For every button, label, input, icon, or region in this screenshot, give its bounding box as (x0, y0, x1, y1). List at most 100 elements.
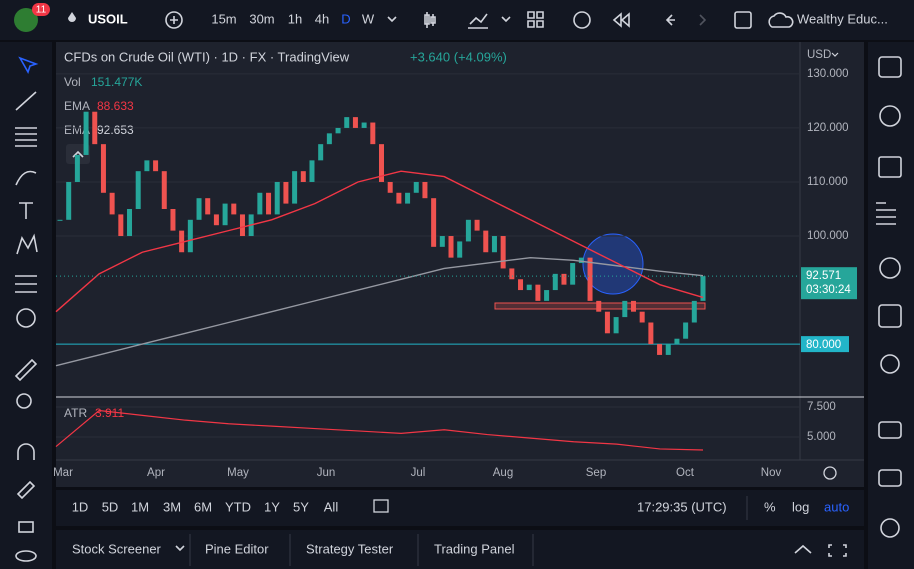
range-button[interactable]: 1Y (264, 499, 280, 514)
range-bar (56, 490, 864, 526)
bottom-tab[interactable]: Pine Editor (205, 541, 269, 556)
legend-title: CFDs on Crude Oil (WTI) · 1D · FX · Trad… (64, 49, 350, 64)
range-button[interactable]: 5Y (293, 499, 309, 514)
scale-log[interactable]: log (792, 499, 809, 514)
calendar[interactable] (878, 304, 902, 328)
y-tick-label: 120.000 (807, 122, 849, 134)
alerts[interactable] (879, 105, 901, 127)
measure-tool[interactable] (14, 358, 38, 382)
ideas[interactable] (880, 354, 900, 374)
candle (92, 111, 98, 145)
add-symbol[interactable] (165, 11, 183, 29)
range-button[interactable]: 1M (131, 499, 149, 514)
candle (674, 338, 680, 345)
chevron[interactable] (175, 545, 185, 552)
candle (604, 311, 610, 334)
fullscreen[interactable] (734, 11, 752, 29)
candle (439, 236, 445, 247)
icon-tool[interactable] (16, 308, 36, 328)
visibility-tool[interactable] (15, 550, 37, 562)
stay-drawing[interactable] (16, 480, 36, 500)
date-range-icon[interactable] (373, 499, 389, 513)
candle (213, 214, 219, 226)
candle (266, 192, 272, 215)
scale-percent[interactable]: % (764, 499, 776, 514)
interval[interactable]: 4h (315, 11, 329, 26)
range-button[interactable]: 3M (163, 499, 181, 514)
atr-value: 3.911 (95, 406, 124, 420)
interval[interactable]: 30m (249, 11, 274, 26)
interval[interactable]: 1h (288, 11, 302, 26)
candle (109, 192, 115, 215)
lock-tool[interactable] (18, 521, 34, 533)
chevron[interactable] (501, 16, 511, 23)
chart-type[interactable] (424, 12, 436, 28)
alerts-badge: 11 (36, 5, 47, 16)
magnet-tool[interactable] (17, 443, 35, 460)
streams[interactable] (878, 469, 902, 487)
left-toolbar (0, 42, 52, 569)
alert[interactable] (573, 11, 591, 29)
help[interactable] (880, 518, 900, 538)
range-button[interactable]: YTD (225, 499, 251, 514)
redo (699, 14, 707, 26)
settings[interactable] (823, 466, 837, 480)
pattern-tool[interactable] (16, 233, 38, 255)
range-button[interactable]: 5D (102, 499, 119, 514)
clock: 17:29:35 (UTC) (637, 499, 727, 514)
x-tick-label: Aug (493, 467, 513, 479)
candle (622, 300, 628, 318)
interval[interactable]: W (362, 11, 375, 26)
atr-tick-label: 5.000 (807, 431, 836, 443)
range-button[interactable]: All (324, 499, 339, 514)
atr-tick-label: 7.500 (807, 401, 836, 413)
candle (483, 230, 489, 253)
hotlist[interactable] (879, 257, 901, 279)
range-button[interactable]: 6M (194, 499, 212, 514)
indicators[interactable] (468, 13, 488, 29)
candle (657, 344, 663, 355)
logo[interactable] (14, 8, 38, 32)
interval[interactable]: 15m (211, 11, 236, 26)
candle (431, 198, 437, 247)
account[interactable]: Wealthy Educ... (797, 11, 888, 26)
x-tick-label: Nov (761, 467, 782, 479)
bottom-tab[interactable]: Trading Panel (434, 541, 515, 556)
collapse-panel[interactable] (794, 544, 812, 554)
replay[interactable] (612, 12, 630, 28)
candle (405, 192, 411, 204)
text-tool[interactable] (19, 202, 33, 219)
bottom-panel (56, 530, 864, 569)
symbol[interactable]: USOIL (88, 11, 128, 26)
fib-tool[interactable] (15, 127, 37, 147)
candle (283, 181, 289, 204)
layouts[interactable] (527, 11, 544, 28)
interval[interactable]: D (341, 11, 350, 26)
bottom-tab[interactable]: Strategy Tester (306, 541, 394, 556)
zoom-tool[interactable] (16, 393, 32, 409)
candle (665, 344, 671, 355)
watchlist[interactable] (878, 56, 902, 78)
cursor-tool[interactable] (18, 56, 39, 74)
candle (361, 122, 367, 128)
trend-line-tool[interactable] (15, 91, 37, 111)
undo[interactable] (665, 14, 675, 26)
y-tick-label: 100.000 (807, 230, 849, 242)
chevron (831, 52, 839, 57)
candle (500, 236, 506, 269)
bottom-tab[interactable]: Stock Screener (72, 541, 162, 556)
data-window[interactable] (876, 202, 896, 225)
highlight-circle[interactable] (582, 233, 644, 295)
legend-ema-label: EMA (64, 123, 90, 137)
range-button[interactable]: 1D (72, 499, 89, 514)
chats[interactable] (878, 421, 902, 439)
chevron[interactable] (387, 16, 397, 23)
currency[interactable]: USD (807, 49, 831, 61)
scale-auto[interactable]: auto (824, 499, 849, 514)
brush-tool[interactable] (15, 170, 37, 186)
news[interactable] (878, 156, 902, 178)
candle (596, 300, 602, 312)
prediction-tool[interactable] (15, 275, 37, 293)
maximize-panel[interactable] (828, 544, 847, 557)
candle (144, 160, 150, 172)
